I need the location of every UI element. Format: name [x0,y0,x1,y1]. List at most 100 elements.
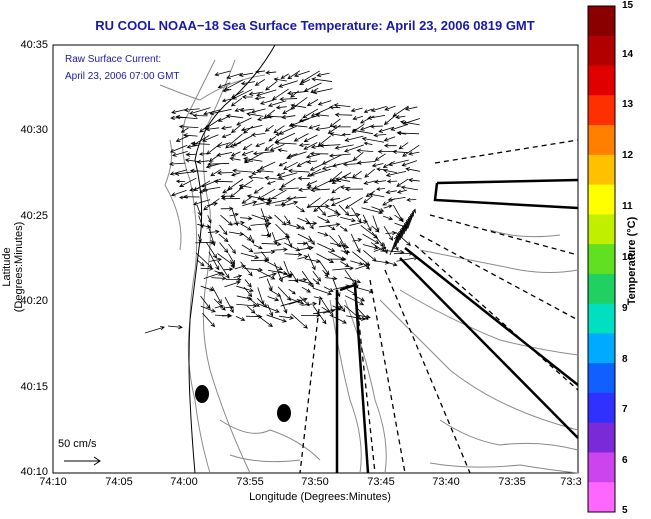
current-vector [257,188,276,200]
current-vector [267,304,274,317]
current-vector [284,252,303,257]
current-vector [225,113,244,119]
colorbar-segment [588,154,615,186]
current-vector [408,151,420,156]
current-vector [214,304,224,309]
legend-line-1: Raw Surface Current: [65,54,162,65]
current-vector [344,187,364,192]
current-vector [207,215,212,224]
current-vector [235,315,246,321]
bathymetry-contours [159,59,579,474]
current-vector [264,175,285,181]
current-vector [395,115,406,120]
current-vector [234,264,247,270]
current-vector [274,214,287,226]
colorbar [587,5,616,513]
colorbar-tick: 15 [622,0,634,11]
current-vector [200,295,211,310]
current-vector [363,141,373,146]
current-vector [198,152,208,156]
current-vector [261,215,273,220]
current-vector [385,189,397,195]
current-vector [317,231,329,237]
current-vector [295,205,306,213]
current-vector [407,208,416,229]
current-vector [259,197,277,202]
colorbar-segment [588,125,615,156]
current-vector [256,168,274,173]
current-vector [219,224,228,236]
current-vector [261,251,270,262]
current-vector [330,196,351,207]
current-vector [255,69,266,74]
x-tick-label: 73:45 [367,476,395,488]
current-vector [362,262,371,270]
current-vector [360,225,379,239]
current-vector [298,114,319,123]
colorbar-segment [588,303,615,334]
current-vector [269,144,285,152]
colorbar-segment [588,482,615,513]
current-vector [391,232,400,253]
current-vector [370,242,386,252]
current-vector [254,96,265,101]
current-vector [311,77,333,82]
colorbar-tick: 8 [622,354,628,365]
y-tick-label: 40:15 [20,381,48,393]
current-vector [293,70,310,78]
current-vector [280,177,296,188]
current-vector [223,267,234,272]
current-vector [306,168,322,177]
current-vector [349,219,368,226]
current-vector [241,94,253,100]
current-vector [230,97,243,107]
current-vector [255,314,273,328]
current-vector [408,178,420,183]
current-vector [299,280,313,286]
current-vector [324,276,338,281]
current-vector [264,144,274,151]
current-vector [287,70,301,80]
scale-arrow [64,456,101,466]
current-vector [268,289,282,297]
current-vector [195,240,216,245]
current-vector [339,225,348,232]
current-vector [274,235,291,242]
colorbar-segment [588,392,615,424]
current-vector [273,125,285,134]
colorbar-tick: 12 [622,150,634,161]
current-vector [385,230,397,236]
current-vector [241,244,254,253]
current-vector [207,161,230,167]
current-vector [398,142,409,150]
x-tick-label: 74:05 [105,476,133,488]
colorbar-segment [588,184,615,215]
current-vector [213,298,226,311]
current-vector [395,226,404,247]
current-vector [317,216,331,223]
current-vector [229,142,242,148]
current-vector [259,99,275,105]
current-vector [350,233,361,254]
current-vector [371,225,380,233]
current-vector [265,70,277,75]
current-vector [396,178,409,187]
current-vector [303,142,318,150]
current-vector [392,105,409,117]
current-vector [290,103,307,108]
current-vector [171,150,188,157]
current-vector [240,223,252,231]
current-vector [310,107,331,117]
colorbar-tick: 6 [622,455,628,466]
colorbar-segment [588,452,615,483]
current-vector [327,256,347,262]
current-vector [167,324,183,330]
current-vector [278,186,299,192]
x-tick-label: 73:50 [301,476,329,488]
current-vector [371,231,384,247]
current-vector [399,220,408,241]
current-vector [356,160,376,165]
current-vector [362,214,372,232]
current-vector [252,200,272,206]
plot-frame [52,44,579,474]
